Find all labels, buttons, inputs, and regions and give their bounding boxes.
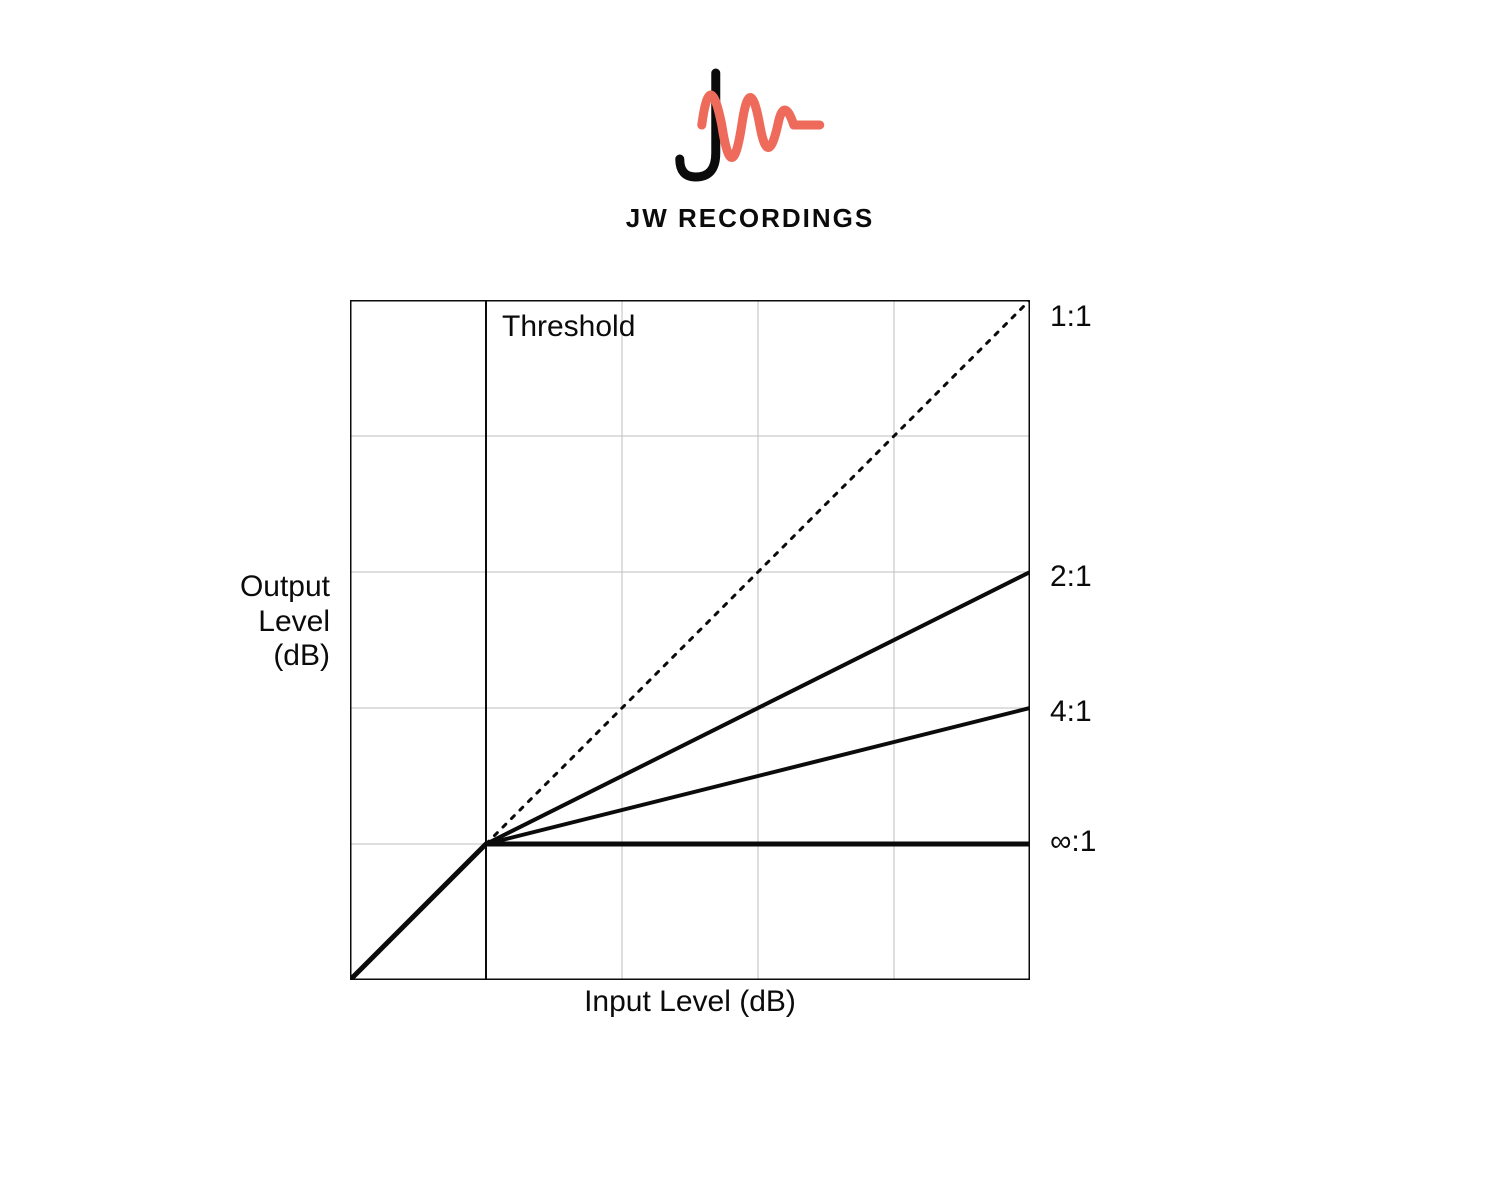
x-axis-label: Input Level (dB) [490,985,890,1020]
brand-logo-block: JW RECORDINGS [626,55,874,234]
brand-name: JW RECORDINGS [626,203,874,234]
y-axis-label-line: Level [170,605,330,640]
page: JW RECORDINGS Threshold OutputLevel(dB) … [0,0,1500,1200]
ratio-label-inf-1: ∞:1 [1050,825,1096,859]
ratio-label-2-1: 2:1 [1050,560,1092,594]
threshold-label: Threshold [502,310,635,344]
compressor-chart: Threshold OutputLevel(dB) Input Level (d… [350,300,1030,985]
ratio-label-4-1: 4:1 [1050,695,1092,729]
ratio-label-1-1: 1:1 [1050,300,1092,334]
chart-svg [350,300,1030,980]
y-axis-label-line: Output [170,570,330,605]
y-axis-label: OutputLevel(dB) [170,570,330,674]
brand-logo-icon [660,55,840,195]
y-axis-label-line: (dB) [170,639,330,674]
